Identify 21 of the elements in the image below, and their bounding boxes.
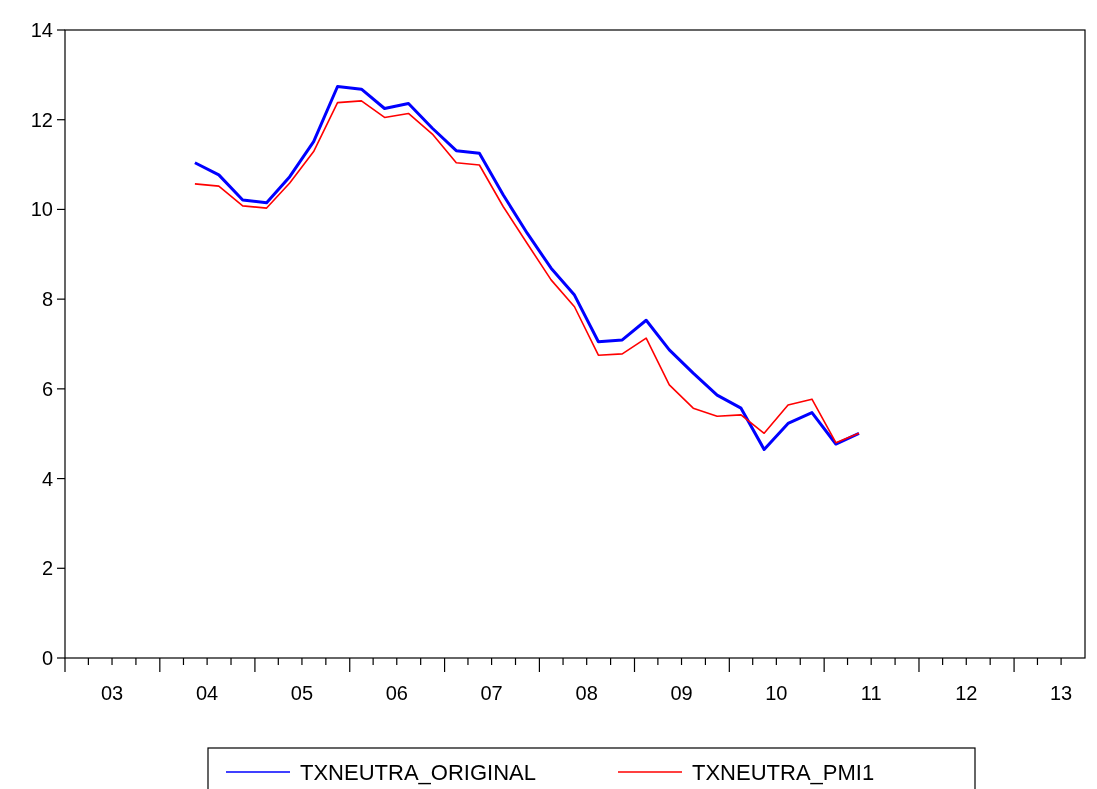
legend-label: TXNEUTRA_PMI1 [692, 759, 875, 785]
x-tick-label: 09 [670, 682, 693, 704]
y-tick-label: 6 [41, 377, 53, 400]
y-tick-label: 0 [41, 647, 53, 669]
x-tick-label: 07 [480, 682, 503, 704]
legend-label: TXNEUTRA_ORIGINAL [300, 759, 536, 785]
x-tick-label: 03 [100, 682, 124, 704]
y-tick-label: 8 [41, 288, 53, 311]
x-tick-label: 04 [195, 682, 219, 704]
y-tick-label: 4 [41, 467, 53, 490]
x-tick-label: 12 [955, 682, 978, 704]
x-tick-label: 05 [290, 682, 314, 704]
x-tick-label: 10 [765, 682, 788, 704]
x-tick-label: 13 [1049, 682, 1073, 704]
x-tick-label: 06 [385, 682, 408, 704]
y-tick-label: 12 [30, 108, 53, 131]
y-tick-label: 14 [30, 19, 53, 41]
y-tick-label: 2 [41, 557, 53, 580]
y-tick-label: 10 [30, 198, 53, 221]
x-tick-label: 11 [860, 682, 882, 704]
x-tick-label: 08 [575, 682, 598, 704]
